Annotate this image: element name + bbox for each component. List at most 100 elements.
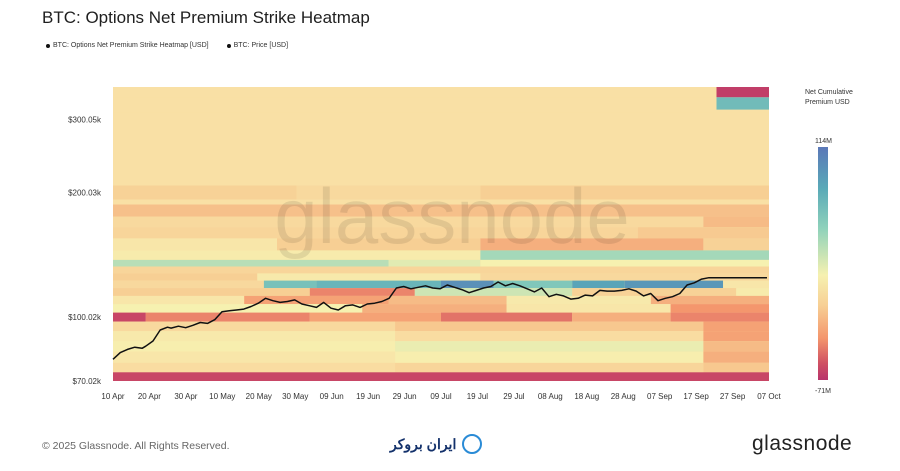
heatmap-cell: [113, 227, 638, 239]
heatmap-cell: [113, 321, 396, 332]
heatmap-cell: [395, 331, 704, 342]
heatmap-cell: [703, 362, 769, 373]
x-tick-label: 19 Jul: [467, 392, 489, 401]
legend-label-price: BTC: Price [USD]: [233, 42, 289, 49]
heatmap-cell: [637, 227, 769, 239]
x-tick-label: 20 May: [246, 392, 272, 401]
heatmap-cell: [493, 280, 573, 289]
heatmap-cell: [572, 312, 671, 322]
chart-legend: BTC: Options Net Premium Strike Heatmap …: [46, 42, 288, 49]
heatmap-cell: [113, 238, 277, 251]
heatmap-cell: [395, 362, 704, 373]
legend-item-price[interactable]: BTC: Price [USD]: [226, 42, 289, 49]
heatmap-cell: [277, 238, 481, 251]
legend-dot-icon: [226, 43, 231, 48]
heatmap-cell: [113, 362, 396, 373]
heatmap-cell: [113, 288, 310, 296]
heatmap-cell: [480, 250, 769, 260]
heatmap-cell: [480, 259, 769, 267]
x-tick-label: 19 Jun: [356, 392, 380, 401]
colorbar-min-label: -71M: [815, 388, 831, 395]
colorbar-max-label: 114M: [815, 138, 832, 145]
heatmap-cell: [113, 87, 717, 98]
legend-item-heatmap[interactable]: BTC: Options Net Premium Strike Heatmap …: [46, 42, 209, 49]
heatmap-cell: [309, 312, 441, 322]
x-tick-label: 08 Aug: [538, 392, 563, 401]
heatmap-cell: [362, 304, 507, 313]
heatmap-cell: [703, 331, 769, 342]
heatmap-cell: [480, 273, 769, 281]
heatmap-cell: [395, 321, 704, 332]
heatmap-cell: [113, 273, 258, 281]
x-tick-label: 17 Sep: [683, 392, 709, 401]
heatmap-cell: [703, 238, 769, 251]
heatmap-cell: [113, 185, 297, 200]
heatmap-cell: [113, 250, 481, 260]
heatmap-cell: [113, 97, 717, 110]
x-tick-label: 09 Jun: [320, 392, 344, 401]
heatmap-cell: [113, 312, 146, 322]
heatmap-cell: [441, 312, 573, 322]
heatmap-cell: [388, 295, 507, 305]
heatmap-cell: [113, 280, 264, 289]
heatmap-cell: [703, 341, 769, 352]
heatmap-cell: [480, 238, 704, 251]
heatmap-cell: [296, 185, 481, 200]
heatmap-cell: [480, 185, 769, 200]
trend-logo-icon: [462, 434, 483, 454]
watermark: glassnode: [274, 172, 630, 260]
heatmap-cell: [650, 295, 769, 305]
heatmap-cell: [572, 280, 625, 289]
x-tick-label: 07 Oct: [757, 392, 781, 401]
x-tick-label: 28 Aug: [611, 392, 636, 401]
x-tick-label: 27 Sep: [720, 392, 746, 401]
legend-label-heatmap: BTC: Options Net Premium Strike Heatmap …: [53, 42, 209, 49]
heatmap-cell: [309, 288, 415, 296]
heatmap-cell: [723, 280, 769, 289]
x-axis: 10 Apr 20 Apr 30 Apr 10 May 20 May 30 May 09 J…: [101, 392, 781, 401]
price-series: [112, 276, 767, 360]
heatmap-cell: [113, 331, 396, 342]
heatmap-cell: [113, 372, 769, 381]
heatmap-cell: [703, 351, 769, 363]
brand-logo: glassnode: [752, 432, 853, 455]
heatmap-cell: [703, 321, 769, 332]
x-tick-label: 10 May: [209, 392, 235, 401]
heatmap-cell: [113, 216, 704, 228]
x-tick-label: 20 Apr: [138, 392, 161, 401]
heatmap-cell: [113, 259, 389, 267]
x-tick-label: 30 Apr: [174, 392, 197, 401]
y-tick-label: $200.03k: [68, 189, 102, 198]
colorbar-label: Net Cumulative Premium USD: [805, 89, 853, 106]
heatmap-bands: [113, 87, 769, 381]
x-tick-label: 29 Jun: [393, 392, 417, 401]
heatmap-cell: [716, 97, 769, 110]
heatmap-cell: [113, 266, 769, 274]
heatmap-cell: [113, 112, 769, 127]
heatmap-cell: [414, 288, 573, 296]
heatmap-cell: [113, 341, 396, 352]
heatmap-cell: [113, 204, 769, 217]
y-tick-label: $300.05k: [68, 116, 102, 125]
heatmap-cell: [703, 216, 769, 228]
heatmap-cell: [113, 295, 245, 305]
heatmap-cell: [145, 312, 310, 322]
page-title: BTC: Options Net Premium Strike Heatmap: [42, 8, 370, 27]
heatmap-cell: [670, 312, 769, 322]
heatmap-cell: [316, 280, 441, 289]
heatmap-cell: [257, 273, 481, 281]
heatmap-cell: [572, 288, 737, 296]
y-tick-label: $70.02k: [73, 377, 102, 386]
legend-dot-icon: [46, 43, 50, 48]
heatmap-cell: [506, 304, 671, 313]
heatmap-cell: [716, 87, 769, 98]
heatmap-cell: [263, 280, 317, 289]
x-tick-label: 29 Jul: [503, 392, 525, 401]
heatmap-cell: [624, 280, 724, 289]
x-tick-label: 10 Apr: [101, 392, 124, 401]
partner-logo: ایران بروکر: [390, 434, 483, 454]
heatmap-cell: [441, 280, 494, 289]
heatmap-cell: [113, 351, 396, 363]
colorbar: [818, 147, 828, 380]
